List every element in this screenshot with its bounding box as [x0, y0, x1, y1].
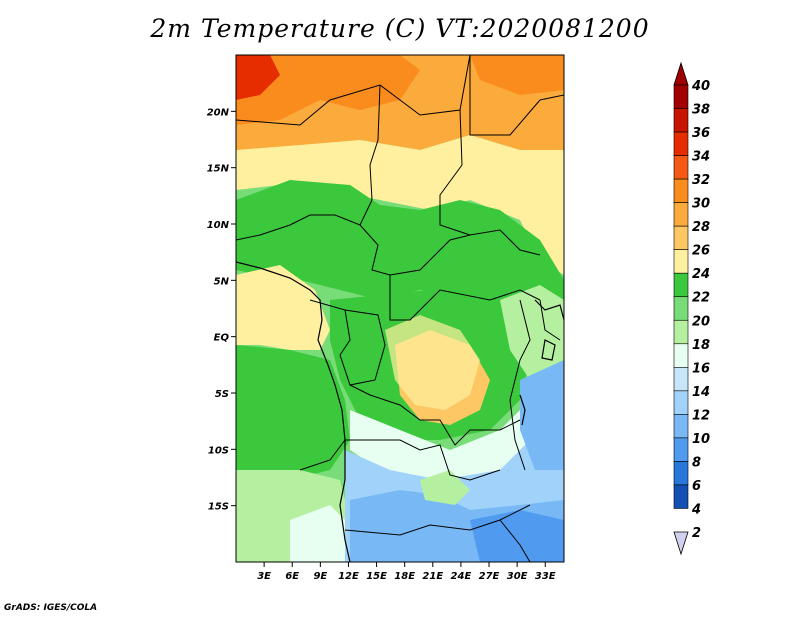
colorbar-label: 2 [692, 526, 701, 541]
colorbar-swatch [673, 178, 689, 203]
field-northeast-hot [470, 55, 564, 95]
colorbar-label: 4 [691, 502, 701, 517]
colorbar-bottom-arrow [673, 531, 689, 556]
colorbar-swatch [673, 484, 689, 509]
colorbar-label: 30 [692, 197, 710, 212]
colorbar-top-arrow [673, 61, 689, 86]
lat-tick-label: 5S [215, 389, 229, 400]
colorbar-label: 24 [692, 267, 710, 282]
field-north-hotter [236, 55, 420, 125]
longitude-axis: 3E 6E 9E 12E 15E 18E 21E 24E 27E 30E 33E [257, 562, 556, 582]
lat-tick-label: 5N [214, 276, 230, 287]
lon-tick-label: 24E [451, 571, 472, 582]
colorbar-swatch [673, 390, 689, 415]
colorbar-label: 40 [691, 79, 710, 94]
coastlines [236, 261, 564, 562]
field-sahel-cream [236, 135, 564, 275]
temperature-field [236, 55, 564, 562]
lon-tick-label: 12E [338, 571, 359, 582]
lon-tick-label: 3E [257, 571, 271, 582]
colorbar-label: 6 [692, 479, 701, 494]
lon-tick-label: 21E [422, 571, 443, 582]
colorbar-label: 22 [692, 291, 710, 306]
colorbar-swatch [673, 155, 689, 180]
colorbar-swatch [673, 225, 689, 250]
colorbar-swatch [673, 84, 689, 109]
colorbar-label: 18 [692, 338, 710, 353]
field-south-mint [350, 380, 564, 480]
lat-tick-label: 10N [207, 220, 230, 231]
lon-tick-label: 30E [507, 571, 528, 582]
colorbar-swatch [673, 272, 689, 298]
grads-credit: GrADS: IGES/COLA [4, 603, 98, 613]
colorbar-label: 8 [692, 455, 701, 470]
colorbar-swatch [673, 437, 689, 462]
lat-tick-label: 15N [207, 164, 230, 175]
field-ocean-green [236, 345, 350, 480]
lon-tick-label: 6E [285, 571, 299, 582]
colorbar-label: 38 [692, 103, 710, 118]
colorbar-label: 36 [692, 126, 710, 141]
lat-tick-label: 20N [207, 107, 230, 118]
lat-tick-label: 10S [208, 445, 229, 456]
lon-tick-label: 33E [535, 571, 556, 582]
colorbar-swatch [673, 367, 689, 392]
colorbar-label: 20 [692, 314, 710, 329]
map-frame [235, 54, 565, 563]
colorbar-swatch [673, 202, 689, 227]
colorbar-label: 12 [692, 408, 710, 423]
field-south-green-pocket [420, 470, 470, 505]
field-west-green [236, 180, 564, 330]
field-east-blue [520, 360, 564, 470]
chart-title: 2m Temperature (C) VT:2020081200 [150, 14, 650, 43]
colorbar-swatch [673, 319, 689, 345]
colorbar-swatch [673, 249, 689, 274]
colorbar-swatch [673, 131, 689, 156]
colorbar-label: 34 [692, 150, 710, 165]
lon-tick-label: 18E [394, 571, 415, 582]
colorbar-swatch [673, 108, 689, 133]
colorbar-swatch [673, 343, 689, 368]
colorbar-swatch [673, 461, 689, 486]
colorbar-label: 10 [692, 432, 710, 447]
country-borders [236, 55, 564, 562]
colorbar-label: 16 [692, 361, 710, 376]
field-ocean-cream [236, 265, 330, 350]
field-ocean-mint [290, 505, 345, 562]
field-south-blue-dark [470, 510, 564, 562]
colorbar-swatch [673, 296, 689, 321]
colorbar-swatch [673, 414, 689, 439]
colorbar-label: 14 [692, 385, 710, 400]
field-congo-cream2 [385, 315, 480, 410]
colorbar-label: 32 [692, 173, 710, 188]
lat-tick-label: EQ [214, 333, 230, 344]
lon-tick-label: 27E [479, 571, 500, 582]
colorbar-label: 26 [692, 244, 710, 259]
colorbar: 40 38 36 34 32 30 28 26 24 22 20 18 16 14 12 10 8 6 4 2 [673, 61, 710, 556]
lon-tick-label: 9E [313, 571, 327, 582]
lat-tick-label: 15S [208, 502, 229, 513]
colorbar-label: 28 [692, 220, 710, 235]
field-northwest-red [236, 55, 280, 100]
latitude-axis: 20N 15N 10N 5N EQ 5S 10S 15S [207, 107, 236, 513]
lon-tick-label: 15E [366, 571, 387, 582]
